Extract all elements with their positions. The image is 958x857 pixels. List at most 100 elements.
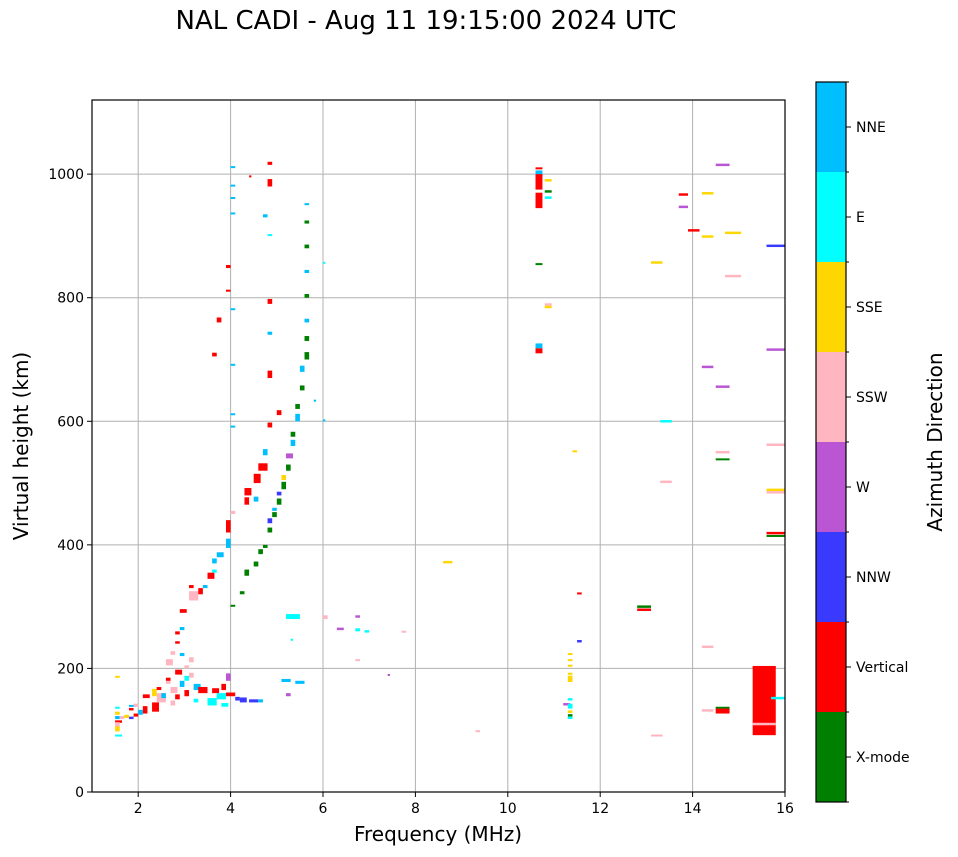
echo-point <box>175 631 180 635</box>
echo-point <box>216 552 224 558</box>
echo-point <box>567 664 573 667</box>
echo-point <box>267 298 273 304</box>
echo-point <box>272 512 277 518</box>
echo-point <box>304 220 310 224</box>
echo-point <box>660 480 672 484</box>
echo-point <box>170 700 176 706</box>
echo-point <box>138 709 143 715</box>
echo-point <box>766 348 785 351</box>
echo-point <box>225 264 231 269</box>
echo-point <box>535 343 543 349</box>
echo-point <box>567 672 573 675</box>
echo-point <box>267 179 273 187</box>
colorbar-tick-label: X-mode <box>856 750 910 766</box>
echo-point <box>637 605 652 608</box>
x-tick-label: 10 <box>499 801 517 817</box>
echo-point <box>577 640 582 643</box>
echo-point <box>336 627 344 631</box>
echo-point <box>355 628 360 632</box>
echo-point <box>115 722 120 728</box>
echo-point <box>577 592 582 595</box>
echo-point <box>262 449 268 456</box>
x-axis-ticks: 2 4 6 8 10 12 14 16 <box>134 792 794 817</box>
echo-point <box>262 544 268 548</box>
echo-point <box>202 585 208 589</box>
echo-point <box>544 179 552 182</box>
echo-point <box>115 706 120 709</box>
echo-point <box>752 722 776 726</box>
echo-point <box>216 693 226 700</box>
x-tick-label: 16 <box>776 801 794 817</box>
echo-point <box>535 192 543 209</box>
echo-point <box>115 720 123 723</box>
echo-point <box>701 365 714 369</box>
echo-point <box>189 585 194 589</box>
y-tick-label: 0 <box>75 785 84 801</box>
echo-point <box>133 713 139 717</box>
y-tick-label: 1000 <box>48 167 84 183</box>
echo-point <box>239 591 245 595</box>
x-tick-label: 12 <box>591 801 609 817</box>
echo-point <box>128 704 136 707</box>
echo-point <box>313 399 317 402</box>
echo-point <box>660 420 672 423</box>
echo-point <box>701 645 714 649</box>
echo-point <box>651 261 663 264</box>
echo-point <box>249 175 252 178</box>
echo-point <box>165 678 171 684</box>
echo-point <box>771 696 785 700</box>
echo-point <box>766 443 785 446</box>
echo-point <box>230 212 236 215</box>
echo-point <box>189 657 194 663</box>
echo-point <box>193 683 201 691</box>
echo-point <box>272 507 277 511</box>
echo-point <box>304 269 310 273</box>
echo-point <box>179 627 185 631</box>
echo-point <box>225 520 231 533</box>
y-tick-label: 600 <box>57 414 84 430</box>
echo-point <box>142 706 148 714</box>
echo-point <box>304 336 310 341</box>
echo-point <box>281 678 291 683</box>
colorbar-frame <box>815 81 847 803</box>
echo-point <box>184 690 190 697</box>
echo-point <box>267 518 273 524</box>
echo-point <box>142 694 150 699</box>
echo-point <box>355 659 360 662</box>
echo-point <box>165 677 171 681</box>
x-tick-label: 8 <box>411 801 420 817</box>
echo-point <box>239 697 247 703</box>
echo-point <box>567 652 573 655</box>
echo-point <box>443 560 453 564</box>
echo-point <box>258 463 268 471</box>
colorbar-tick-label: SSE <box>856 300 883 316</box>
echo-point <box>212 558 217 564</box>
echo-point <box>286 453 293 459</box>
echo-point <box>678 193 688 196</box>
echo-point <box>230 197 236 200</box>
colorbar-label: Azimuth Direction <box>923 352 947 531</box>
echo-point <box>267 331 273 335</box>
echo-point <box>304 318 310 323</box>
echo-point <box>230 604 236 607</box>
echo-point <box>286 693 291 697</box>
echo-point <box>115 716 120 720</box>
colorbar-segment <box>816 532 846 622</box>
echo-point <box>304 294 310 298</box>
echo-point <box>207 698 217 706</box>
echo-point <box>267 234 273 237</box>
echo-point <box>535 170 543 176</box>
echo-point <box>189 591 199 601</box>
echo-point <box>323 419 326 422</box>
echo-point <box>535 263 543 266</box>
echo-point <box>253 473 261 484</box>
echo-point <box>230 413 236 416</box>
axes-frame <box>91 99 786 793</box>
echo-point <box>304 352 310 360</box>
echo-point <box>281 475 287 480</box>
y-tick-label: 800 <box>57 291 84 307</box>
colorbar-tick-label: E <box>856 210 865 226</box>
echo-point <box>225 538 231 548</box>
echo-point <box>267 161 273 165</box>
